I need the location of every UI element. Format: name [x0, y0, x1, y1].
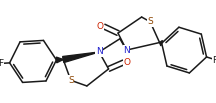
Text: O: O — [97, 22, 104, 31]
Polygon shape — [56, 57, 63, 63]
Text: F: F — [0, 59, 3, 68]
Text: F: F — [212, 56, 216, 65]
Polygon shape — [160, 40, 163, 46]
Polygon shape — [63, 52, 99, 63]
Text: O: O — [124, 58, 131, 67]
Text: S: S — [68, 76, 74, 85]
Text: N: N — [123, 46, 130, 55]
Text: N: N — [96, 47, 103, 56]
Text: S: S — [147, 17, 153, 26]
